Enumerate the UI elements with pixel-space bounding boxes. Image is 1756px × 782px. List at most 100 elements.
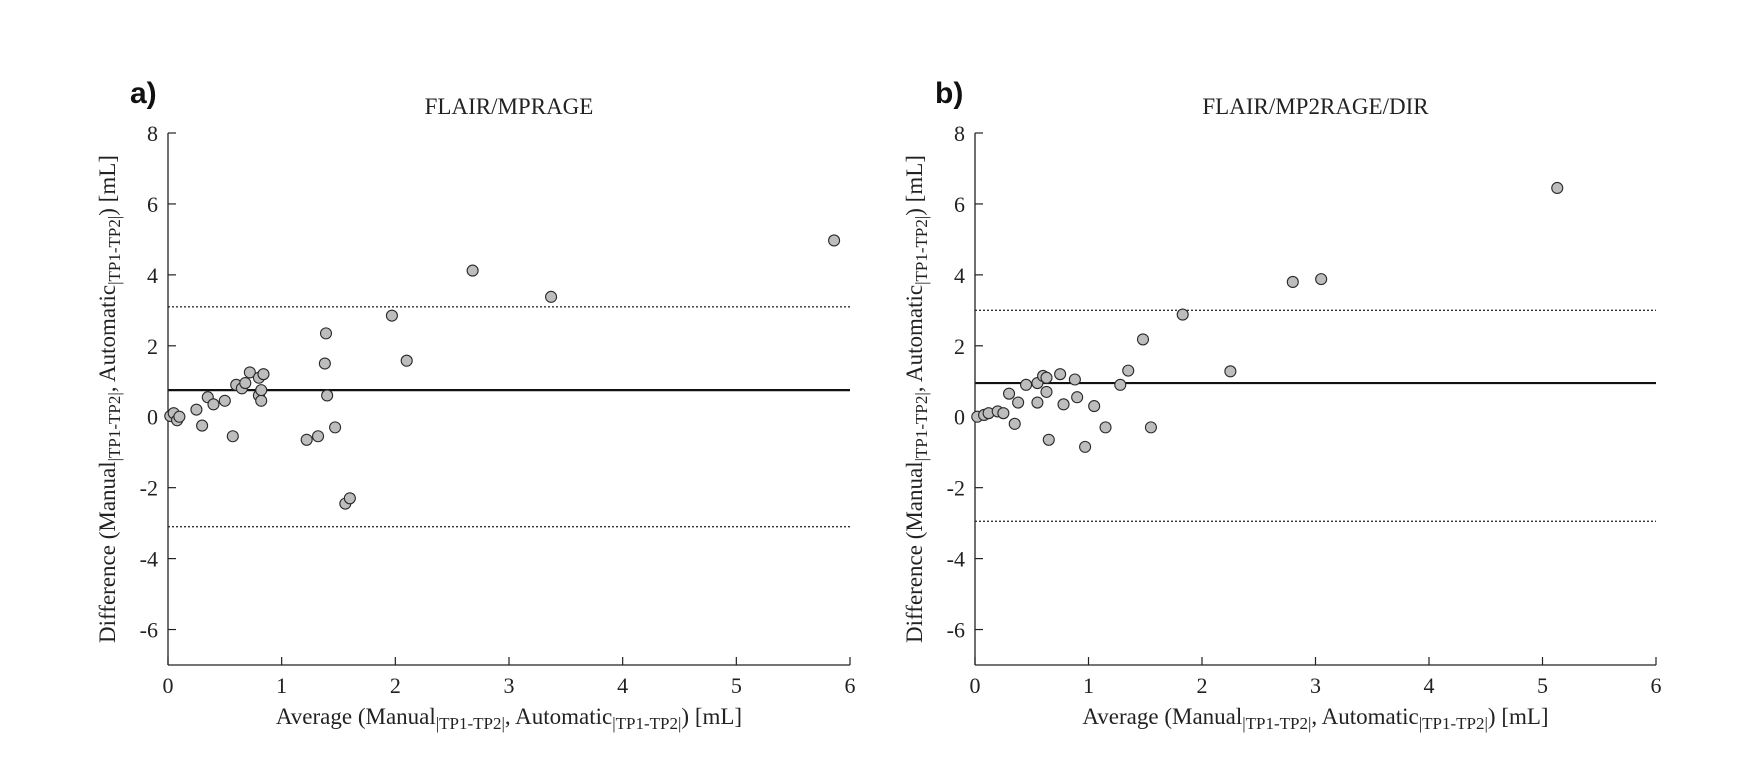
- y-tick-label: 8: [147, 121, 158, 146]
- x-tick-label: 2: [1197, 673, 1208, 698]
- data-point: [1031, 396, 1044, 409]
- x-tick-label: 1: [1083, 673, 1094, 698]
- y-tick-label: -6: [947, 618, 965, 643]
- y-tick-label: -4: [947, 547, 965, 572]
- x-tick-label: 3: [504, 673, 515, 698]
- x-tick-label: 4: [617, 673, 628, 698]
- data-point: [1099, 421, 1112, 434]
- data-point: [1020, 378, 1033, 391]
- data-point: [385, 309, 398, 322]
- x-axis-label-text-post: ) [mL]: [1488, 704, 1549, 729]
- y-tick-label: 6: [954, 192, 965, 217]
- x-axis-label-text-mid: , Automatic: [505, 704, 612, 729]
- x-tick-label: 3: [1310, 673, 1321, 698]
- y-tick-label: -6: [140, 618, 158, 643]
- x-tick-label: 5: [1537, 673, 1548, 698]
- chart-title: FLAIR/MP2RAGE/DIR: [1202, 94, 1429, 119]
- data-point: [218, 394, 231, 407]
- data-point: [1042, 433, 1055, 446]
- data-point: [1315, 273, 1328, 286]
- data-point: [466, 264, 479, 277]
- y-tick-label: 0: [147, 405, 158, 430]
- x-axis-label-subscript-2: |TP1-TP2|: [612, 714, 681, 733]
- data-point: [1002, 387, 1016, 400]
- x-tick-label: 6: [845, 673, 856, 698]
- y-tick-label: 2: [147, 334, 158, 359]
- data-point: [1114, 378, 1127, 391]
- data-point: [329, 421, 342, 434]
- y-axis-label-subscript-2: |TP1-TP2|: [912, 216, 931, 285]
- data-point: [1012, 396, 1025, 409]
- data-point: [1286, 275, 1299, 289]
- data-point: [173, 410, 186, 423]
- y-axis-label-text-pre: Difference (Manual: [902, 461, 927, 643]
- data-point: [1551, 181, 1564, 195]
- x-tick-label: 4: [1424, 673, 1435, 698]
- y-tick-label: 4: [147, 263, 158, 288]
- x-tick-label: 1: [276, 673, 287, 698]
- data-point: [300, 433, 313, 446]
- chart-title: FLAIR/MPRAGE: [425, 94, 594, 119]
- data-point: [311, 430, 325, 443]
- data-point: [1136, 333, 1150, 346]
- y-tick-label: 0: [954, 405, 965, 430]
- y-axis-label: Difference (Manual|TP1-TP2|, Automatic|T…: [902, 155, 931, 643]
- y-axis-label-text-mid: , Automatic: [902, 285, 927, 392]
- x-tick-label: 5: [731, 673, 742, 698]
- panel-label: a): [130, 77, 157, 110]
- x-axis-label-text-post: ) [mL]: [681, 704, 742, 729]
- data-point: [1144, 421, 1157, 434]
- data-point: [1040, 385, 1053, 398]
- x-axis-label-text-pre: Average (Manual: [1082, 704, 1242, 729]
- y-axis-label-text-post: ) [mL]: [902, 155, 927, 216]
- data-point: [321, 389, 334, 402]
- y-tick-label: 6: [147, 192, 158, 217]
- data-point: [226, 430, 239, 443]
- data-point: [207, 398, 220, 411]
- data-point: [196, 419, 209, 432]
- data-point: [319, 327, 333, 340]
- x-axis-label-text-mid: , Automatic: [1311, 704, 1418, 729]
- y-axis-label: Difference (Manual|TP1-TP2|, Automatic|T…: [95, 155, 124, 643]
- y-tick-label: -2: [140, 476, 158, 501]
- y-axis-label-text-pre: Difference (Manual: [95, 461, 120, 643]
- data-point: [1008, 417, 1021, 430]
- y-axis-label-text-post: ) [mL]: [95, 155, 120, 216]
- data-point: [1068, 373, 1081, 386]
- x-tick-label: 6: [1651, 673, 1662, 698]
- y-tick-label: 4: [954, 263, 965, 288]
- data-point: [1224, 365, 1237, 378]
- data-point: [1057, 398, 1070, 411]
- data-point: [255, 384, 268, 397]
- data-point: [1040, 371, 1053, 384]
- data-point: [1176, 308, 1189, 321]
- panel-b: b) FLAIR/MP2RAGE/DIR 0 1 2 3 4 5 6 -6 -4 -2 0 2 4 6 8 Ave…: [902, 77, 1662, 733]
- data-point: [243, 366, 256, 379]
- x-axis-label: Average (Manual|TP1-TP2|, Automatic|TP1-…: [1082, 704, 1548, 733]
- panel-a: a) FLAIR/MPRAGE 0 1 2 3 4 5 6 -6 -4 -2 0 2 4 6 8 Average …: [95, 77, 856, 733]
- x-tick-label: 0: [970, 673, 981, 698]
- x-axis-label-subscript-2: |TP1-TP2|: [1419, 714, 1488, 733]
- x-axis-label: Average (Manual|TP1-TP2|, Automatic|TP1-…: [276, 704, 742, 733]
- panel-label: b): [935, 77, 963, 110]
- data-point: [239, 376, 252, 390]
- data-point: [1122, 364, 1135, 377]
- data-point: [545, 290, 558, 303]
- y-axis-label-subscript-2: |TP1-TP2|: [105, 216, 124, 285]
- y-axis-label-subscript-1: |TP1-TP2|: [912, 392, 931, 461]
- data-point: [1054, 368, 1067, 381]
- x-tick-label: 2: [390, 673, 401, 698]
- y-axis-label-text-mid: , Automatic: [95, 285, 120, 392]
- data-point: [1079, 440, 1092, 453]
- y-tick-label: -4: [140, 547, 158, 572]
- x-tick-label: 0: [163, 673, 174, 698]
- data-point: [828, 234, 841, 247]
- y-tick-label: 2: [954, 334, 965, 359]
- data-point: [1088, 400, 1101, 413]
- data-point: [400, 354, 413, 367]
- x-axis-label-subscript-1: |TP1-TP2|: [1242, 714, 1311, 733]
- data-point: [997, 407, 1010, 420]
- x-axis-label-text-pre: Average (Manual: [276, 704, 436, 729]
- data-point: [318, 357, 331, 370]
